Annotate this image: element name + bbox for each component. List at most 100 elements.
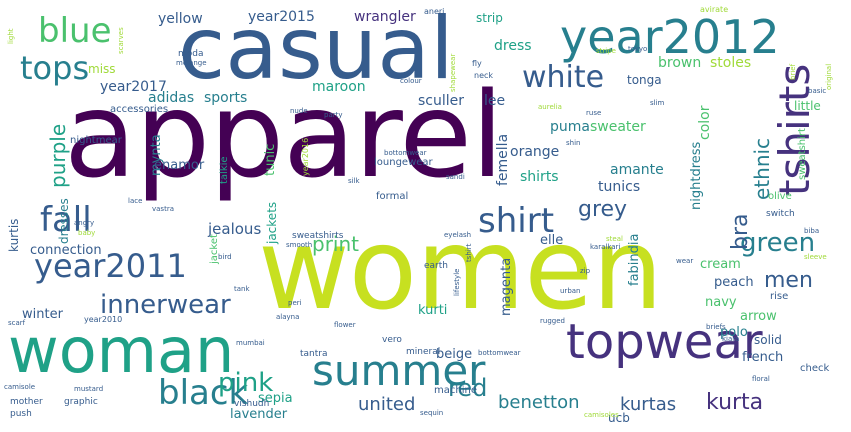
cloud-word: machine (434, 385, 477, 396)
cloud-word: fly (472, 59, 482, 68)
cloud-word: adidas (148, 90, 195, 106)
cloud-word: vishudh (234, 399, 270, 409)
cloud-word: dresses (57, 198, 71, 244)
cloud-word: arrow (740, 309, 777, 324)
cloud-word: switch (766, 209, 795, 219)
cloud-word: sweater (590, 119, 646, 135)
cloud-word: dress (494, 38, 532, 54)
cloud-word: amante (610, 162, 664, 178)
cloud-word: ucb (608, 411, 630, 425)
cloud-word: tunic (263, 143, 278, 176)
cloud-word: connection (30, 243, 102, 258)
cloud-word: mineral (406, 347, 441, 357)
cloud-word: year2010 (84, 315, 123, 324)
cloud-word: vero (382, 335, 402, 345)
cloud-word: alayna (276, 313, 300, 321)
cloud-word: push (10, 409, 32, 419)
cloud-word: navy (705, 295, 737, 310)
cloud-word: sweatshirt (797, 128, 808, 180)
cloud-word: lavender (230, 407, 288, 422)
cloud-word: tshirt (465, 243, 473, 262)
cloud-word: puma (550, 119, 590, 135)
cloud-word: brief (789, 63, 797, 80)
cloud-word: camisoles (584, 411, 619, 419)
cloud-word: sleeve (804, 253, 827, 261)
cloud-word: tshirts (770, 63, 819, 196)
cloud-word: moda (178, 49, 204, 59)
cloud-word: stripe (596, 47, 616, 55)
cloud-word: sepia (258, 391, 293, 406)
cloud-word: kurtas (620, 394, 677, 415)
cloud-word: camisole (4, 383, 36, 391)
cloud-word: color (697, 105, 713, 140)
cloud-word: ruse (586, 109, 602, 117)
cloud-word: scarves (117, 27, 125, 54)
cloud-word: slim (650, 99, 665, 107)
cloud-word: sweatshirts (292, 231, 344, 241)
cloud-word: magenta (499, 257, 514, 316)
cloud-word: peri (288, 299, 302, 307)
cloud-word: elle (540, 233, 564, 248)
cloud-word: karalkari (590, 243, 621, 251)
cloud-word: light (7, 28, 15, 44)
cloud-word: maroon (312, 79, 366, 95)
cloud-word: melange (176, 59, 207, 67)
cloud-word: purple (46, 123, 70, 188)
cloud-word: neck (474, 71, 494, 80)
cloud-word: sandi (446, 173, 465, 181)
cloud-word: urban (560, 287, 581, 295)
cloud-word: aneri (424, 7, 445, 16)
cloud-word: nude (290, 107, 308, 115)
cloud-word: talkie (219, 156, 230, 184)
cloud-word: smooth (286, 241, 313, 249)
cloud-word: loungewear (374, 157, 433, 168)
cloud-word: bottomwear (384, 149, 427, 157)
cloud-word: rise (770, 291, 789, 302)
cloud-word: united (358, 394, 416, 415)
cloud-word: print (312, 232, 359, 256)
cloud-word: yellow (158, 11, 203, 27)
cloud-word: year2015 (248, 9, 315, 25)
cloud-word: formal (376, 191, 409, 202)
cloud-word: avirate (700, 5, 729, 14)
cloud-word: mustard (74, 385, 104, 393)
cloud-word: french (742, 350, 784, 365)
cloud-word: year2011 (34, 247, 187, 285)
cloud-word: bird (218, 253, 232, 261)
cloud-word: aurelia (538, 103, 562, 111)
cloud-word: apparel (64, 66, 504, 204)
cloud-word: shapewear (449, 53, 457, 92)
cloud-word: peach (714, 275, 754, 290)
cloud-word: accessories (110, 104, 169, 115)
cloud-word: tank (234, 285, 250, 293)
cloud-word: wear (676, 257, 694, 265)
cloud-word: basic (808, 87, 827, 95)
cloud-word: party (324, 111, 343, 119)
cloud-word: cream (700, 257, 741, 272)
cloud-word: mother (10, 397, 43, 407)
cloud-word: stoles (710, 55, 752, 71)
cloud-word: shirt (478, 201, 555, 241)
cloud-word: summer (312, 346, 486, 395)
cloud-word: mumbai (236, 339, 265, 347)
cloud-word: lee (484, 93, 506, 109)
cloud-word: men (764, 268, 813, 293)
cloud-word: blue (38, 11, 112, 51)
cloud-word: tops (20, 49, 90, 87)
cloud-word: year2012 (560, 10, 780, 64)
cloud-word: eyelash (444, 231, 472, 239)
cloud-word: polo (720, 325, 748, 340)
cloud-word: check (800, 363, 830, 374)
cloud-word: strip (476, 11, 503, 25)
cloud-word: angry (74, 219, 95, 227)
cloud-word: winter (22, 307, 63, 322)
cloud-word: women (258, 205, 663, 335)
cloud-word: year2017 (100, 79, 167, 95)
cloud-word: little (794, 99, 821, 113)
cloud-word: nightdress (689, 141, 704, 210)
cloud-word: woman (8, 314, 235, 387)
cloud-word: steal (606, 235, 623, 243)
cloud-word: benetton (498, 392, 580, 413)
cloud-word: enamor (154, 158, 205, 173)
